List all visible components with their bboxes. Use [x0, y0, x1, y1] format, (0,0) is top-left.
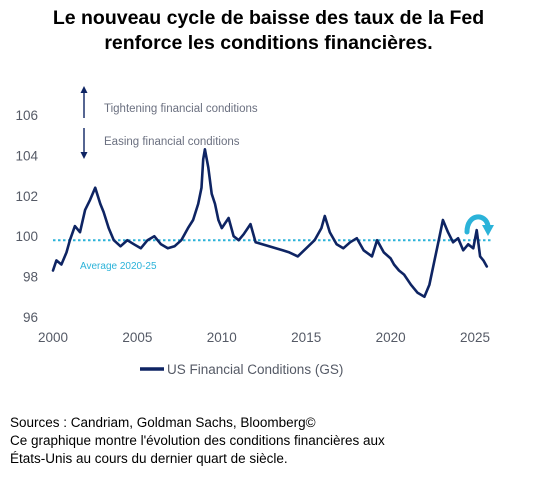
x-tick-label: 2010: [207, 330, 237, 345]
y-tick-label: 98: [23, 270, 38, 285]
y-tick-label: 100: [15, 229, 38, 244]
caption-line-2: États-Unis au cours du dernier quart de …: [10, 451, 288, 466]
title-line-1: Le nouveau cycle de baisse des taux de l…: [52, 7, 485, 29]
caption-line-1: Ce graphique montre l'évolution des cond…: [10, 433, 385, 448]
annotations: Tightening financial conditions Easing f…: [80, 86, 258, 159]
sources-text: Sources : Candriam, Goldman Sachs, Bloom…: [10, 415, 316, 430]
legend-label: US Financial Conditions (GS): [167, 362, 343, 377]
x-tick-label: 2015: [291, 330, 321, 345]
x-axis: 2000 2005 2010 2015 2020 2025: [38, 330, 490, 345]
x-tick-label: 2020: [376, 330, 406, 345]
x-tick-label: 2025: [460, 330, 490, 345]
curved-arrow-icon: [464, 214, 494, 236]
line-chart: 96 98 100 102 104 106 2000 2005 2010 2015 2020 202…: [15, 86, 494, 377]
legend: US Financial Conditions (GS): [140, 362, 343, 377]
footer: Sources : Candriam, Goldman Sachs, Bloom…: [10, 414, 530, 468]
y-tick-label: 102: [15, 189, 38, 204]
series-line: [51, 148, 489, 299]
title-line-2: renforce les conditions financières.: [104, 32, 433, 54]
tightening-arrowhead-icon: [80, 86, 88, 93]
y-tick-label: 104: [15, 148, 38, 163]
x-tick-label: 2000: [38, 330, 68, 345]
y-axis: 96 98 100 102 104 106: [15, 108, 38, 325]
x-tick-label: 2005: [122, 330, 152, 345]
y-tick-label: 106: [15, 108, 38, 123]
tightening-label: Tightening financial conditions: [104, 103, 258, 115]
chart-title: Le nouveau cycle de baisse des taux de l…: [0, 6, 537, 56]
easing-arrowhead-icon: [80, 152, 88, 159]
easing-label: Easing financial conditions: [104, 136, 240, 148]
average-label: Average 2020-25: [80, 261, 157, 272]
y-tick-label: 96: [23, 310, 38, 325]
